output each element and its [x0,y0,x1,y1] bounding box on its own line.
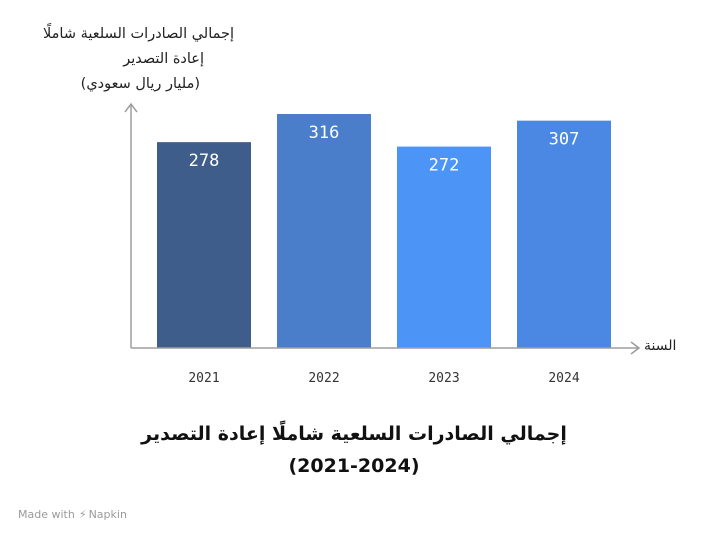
chart-subtitle: (2021-2024) [288,455,420,477]
value-label-2024: 307 [549,130,580,150]
y-axis-label-line-1: إجمالي الصادرات السلعية شاملًا [42,26,234,42]
x-tick-label-2021: 2021 [188,371,219,386]
x-tick-labels-group: 2021 2022 2023 2024 [188,371,579,386]
napkin-bolt-icon: ⚡ [78,508,87,521]
x-tick-label-2024: 2024 [548,371,579,386]
chart-title: إجمالي الصادرات السلعية شاملًا إعادة الت… [141,423,567,445]
y-axis-label: إجمالي الصادرات السلعية شاملًا إعادة الت… [0,24,234,100]
y-axis-label-line-3: (مليار ريال سعودي) [80,76,200,92]
x-axis-arrow [630,341,641,355]
value-label-2023: 272 [429,156,460,176]
y-axis-label-line-2: إعادة التصدير [123,51,204,67]
bar-2023 [397,146,491,348]
chart-title-block: إجمالي الصادرات السلعية شاملًا إعادة الت… [0,418,708,482]
x-tick-label-2022: 2022 [308,371,339,386]
axes-group [124,102,641,355]
bars-group [157,114,611,348]
x-axis-label: السنة [644,338,677,354]
watermark-made-with: Made with [18,508,75,521]
x-tick-label-2023: 2023 [428,371,459,386]
napkin-watermark: Made with ⚡ Napkin [18,508,127,521]
y-axis-arrow [124,102,138,113]
watermark-brand: Napkin [88,508,127,521]
value-labels-group: 278 316 272 307 [189,123,580,176]
bar-2024 [517,120,611,348]
value-label-2022: 316 [309,123,340,143]
bar-2022 [277,114,371,348]
value-label-2021: 278 [189,151,220,171]
bar-2021 [157,142,251,348]
